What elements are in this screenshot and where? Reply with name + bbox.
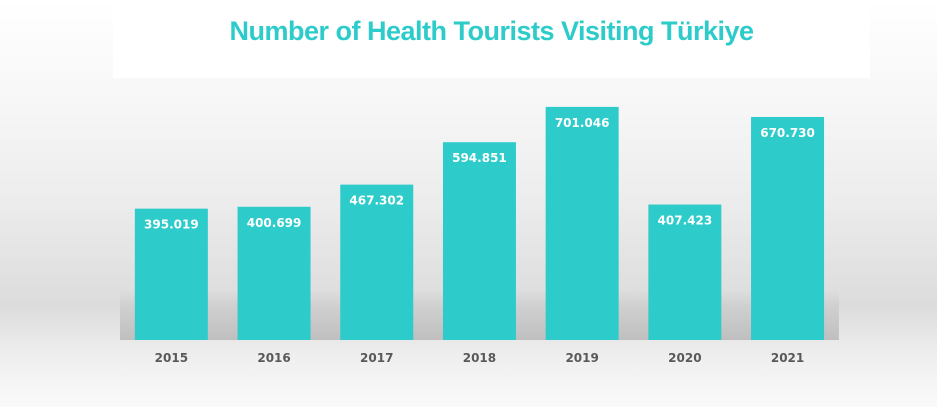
bar-2015	[134, 208, 208, 340]
bar-2021	[751, 116, 825, 341]
x-tick-2019: 2019	[565, 351, 598, 365]
title-box: Number of Health Tourists Visiting Türki…	[113, 0, 870, 78]
chart-title: Number of Health Tourists Visiting Türki…	[229, 16, 754, 46]
x-tick-2015: 2015	[155, 351, 188, 365]
bar-2018	[442, 142, 516, 340]
bar-2020	[648, 204, 722, 340]
data-label-2021: 670.730	[760, 126, 815, 140]
x-tick-2020: 2020	[668, 351, 701, 365]
data-label-2020: 407.423	[658, 214, 713, 228]
x-tick-2018: 2018	[463, 351, 496, 365]
x-tick-2021: 2021	[771, 351, 804, 365]
x-tick-2017: 2017	[360, 351, 393, 365]
data-label-2018: 594.851	[452, 151, 507, 165]
bar-2017	[340, 184, 414, 340]
data-label-2019: 701.046	[555, 116, 610, 130]
bar-2019	[545, 106, 619, 340]
bar-2016	[237, 206, 311, 340]
x-tick-2016: 2016	[257, 351, 290, 365]
data-label-2016: 400.699	[247, 216, 302, 230]
data-label-2017: 467.302	[349, 194, 404, 208]
data-label-2015: 395.019	[144, 218, 199, 232]
